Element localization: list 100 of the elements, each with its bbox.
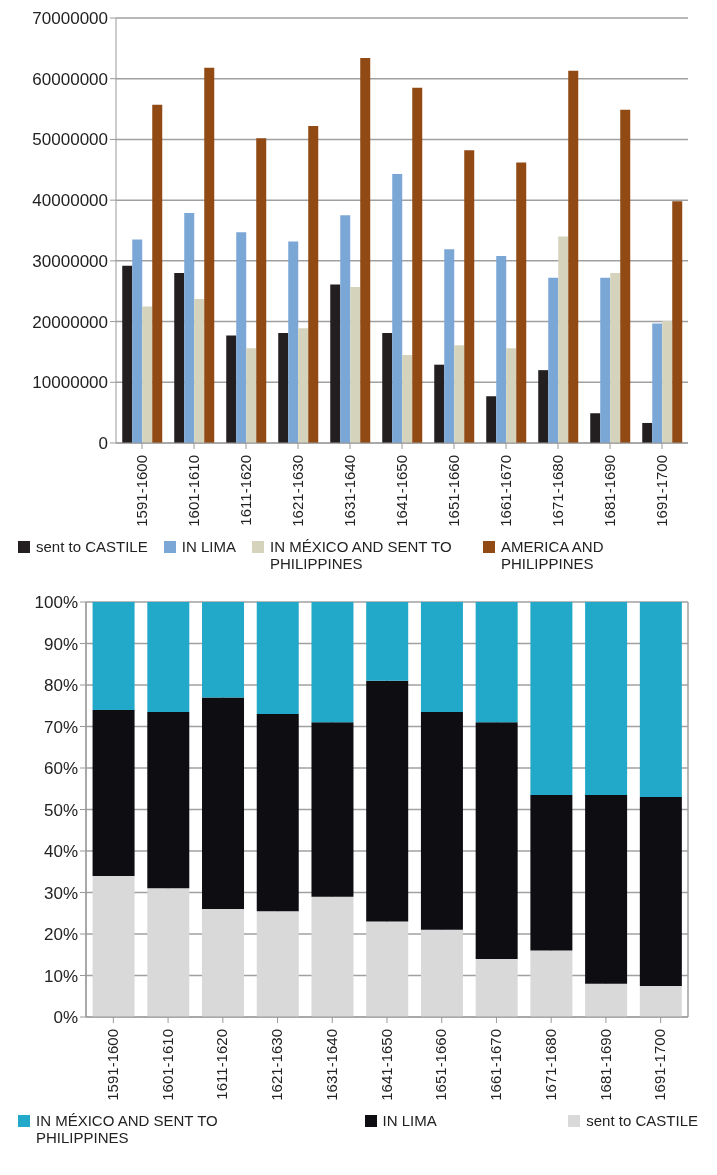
bar [475,722,518,959]
bar [202,602,245,698]
bar [516,162,527,443]
y-tick-label: 30000000 [32,251,108,271]
x-tick-label: 1611-1620 [213,1029,231,1100]
y-tick-label: 30% [43,883,78,903]
bar [132,239,143,443]
bar [204,67,215,443]
bar [530,794,573,951]
bar [298,328,309,443]
bar [420,602,463,712]
y-tick-label: 80% [43,676,78,696]
bar [308,126,319,443]
y-tick-label: 50000000 [32,130,108,150]
bar [590,413,601,443]
bar [444,249,455,443]
bar [92,875,135,1017]
bar [434,364,445,443]
bar [366,680,409,922]
bar [642,422,653,443]
bar [402,354,413,443]
bar [366,602,409,681]
y-tick-label: 10% [43,966,78,986]
bar [558,236,569,443]
y-tick-label: 20% [43,925,78,945]
bar [92,709,135,876]
x-tick-label: 1641-1650 [392,455,410,527]
y-tick-label: 50% [43,800,78,820]
bar [454,345,465,443]
bar [652,323,663,443]
bar [340,215,351,443]
legend-label: IN MÉXICO AND SENT TO PHILIPPINES [36,1112,219,1146]
x-tick-label: 1621-1630 [288,455,306,527]
legend-label: sent to CASTILE [36,538,148,555]
x-tick-label: 1631-1640 [340,455,358,527]
bar [366,921,409,1017]
x-tick-label: 1691-1700 [652,455,670,527]
bar [256,714,299,912]
bar [256,138,267,443]
bar [585,983,628,1017]
bar [568,70,579,443]
bar [464,150,475,443]
y-tick-label: 40% [43,842,78,862]
x-tick-label: 1671-1680 [541,1029,559,1101]
bar [194,299,205,443]
x-tick-label: 1661-1670 [496,455,514,527]
y-tick-label: 60% [43,759,78,779]
bar [278,333,289,443]
bar [350,286,361,443]
bar [420,711,463,930]
bar [412,87,423,443]
bar [92,602,135,710]
bar [311,722,354,897]
x-tick-label: 1681-1690 [600,455,618,527]
bar [122,265,133,443]
x-tick-label: 1661-1670 [487,1029,505,1101]
x-tick-label: 1601-1610 [184,455,202,527]
y-tick-label: 40000000 [32,191,108,211]
x-tick-label: 1611-1620 [236,455,254,526]
y-tick-label: 70000000 [32,9,108,29]
x-tick-label: 1601-1610 [158,1029,176,1101]
bar [610,273,621,443]
bar [152,104,163,443]
x-tick-label: 1591-1600 [132,455,150,527]
bar [475,958,518,1017]
bar [147,711,190,889]
y-tick-label: 0% [53,1008,78,1028]
bar [530,950,573,1017]
bar [256,911,299,1017]
bar [538,370,549,443]
x-tick-label: 1621-1630 [268,1029,286,1101]
y-tick-label: 10000000 [32,373,108,393]
bar [202,697,245,910]
x-tick-label: 1651-1660 [444,455,462,527]
bar [600,277,611,443]
bar [184,212,195,443]
bar [639,602,682,798]
y-tick-label: 70% [43,717,78,737]
legend-label: IN LIMA [181,538,236,555]
x-tick-label: 1651-1660 [432,1029,450,1101]
bar [147,602,190,712]
bar [620,109,631,443]
x-tick-label: 1591-1600 [104,1029,122,1101]
y-tick-label: 20000000 [32,312,108,332]
bar [142,306,153,443]
bar [585,794,628,984]
x-tick-label: 1671-1680 [548,455,566,527]
bar [147,888,190,1017]
bar [360,58,371,443]
bar [530,602,573,795]
bar [420,929,463,1017]
bar [202,909,245,1017]
x-tick-label: 1681-1690 [596,1029,614,1101]
bar [226,335,237,443]
bar [672,201,683,443]
bar [256,602,299,715]
x-tick-label: 1631-1640 [322,1029,340,1101]
bar [382,333,393,443]
bar [639,797,682,986]
bar [475,602,518,723]
